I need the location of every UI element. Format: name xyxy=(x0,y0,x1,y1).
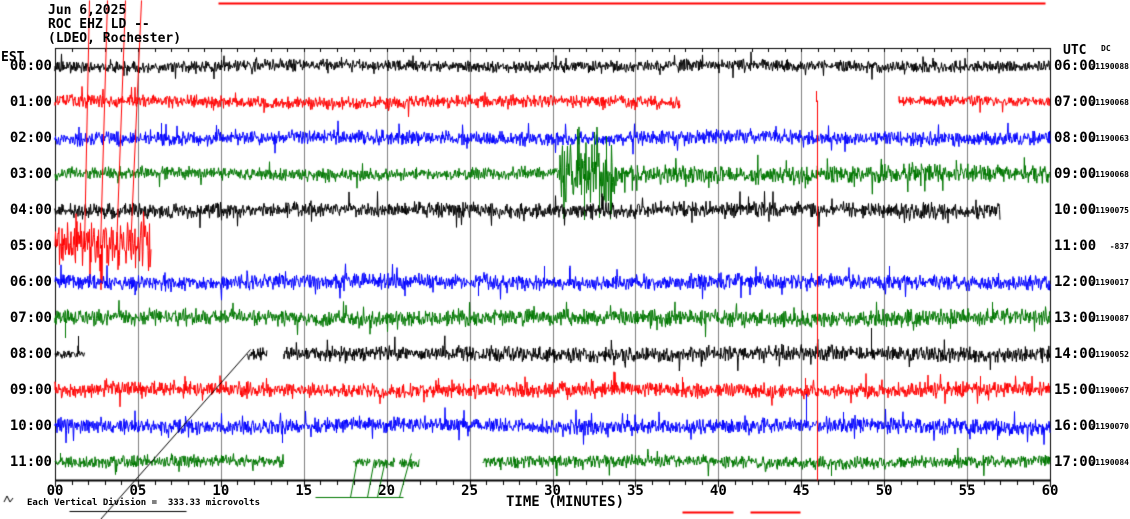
dc-value: -1190017 xyxy=(1090,278,1129,287)
est-time-label: 00:00 xyxy=(9,58,52,74)
est-time-label: 02:00 xyxy=(9,130,52,146)
utc-axis-label: UTC xyxy=(1063,43,1087,58)
x-tick-label: 10 xyxy=(212,483,230,499)
header-station: ROC EHZ LD -- xyxy=(48,17,150,32)
est-time-label: 03:00 xyxy=(9,166,52,182)
utc-time-label: 14:00 xyxy=(1054,346,1097,362)
utc-time-label: 13:00 xyxy=(1054,310,1097,326)
dc-value: -837 xyxy=(1109,242,1129,251)
header-network: (LDEO, Rochester) xyxy=(48,31,182,46)
x-tick-label: 45 xyxy=(792,483,810,499)
x-tick-label: 50 xyxy=(875,483,893,499)
dc-value: -1190070 xyxy=(1090,422,1129,431)
utc-time-label: 17:00 xyxy=(1054,454,1097,470)
dc-value: -1190087 xyxy=(1090,314,1129,323)
x-tick-label: 30 xyxy=(544,483,561,499)
dc-value: -1190063 xyxy=(1090,134,1129,143)
est-time-label: 06:00 xyxy=(9,274,52,290)
utc-time-label: 08:00 xyxy=(1054,130,1097,146)
est-time-label: 04:00 xyxy=(9,202,52,218)
utc-time-label: 15:00 xyxy=(1054,382,1097,398)
x-tick-label: 00 xyxy=(46,483,64,499)
calibration-note: Each Vertical Division = 333.33 microvol… xyxy=(27,498,260,508)
dc-value: -1190084 xyxy=(1090,458,1129,467)
x-tick-label: 15 xyxy=(295,483,313,499)
x-tick-label: 40 xyxy=(709,483,727,499)
x-tick-label: 20 xyxy=(378,483,396,499)
est-time-label: 10:00 xyxy=(9,418,52,434)
x-tick-label: 35 xyxy=(626,483,644,499)
dc-value: -1190052 xyxy=(1090,350,1129,359)
dc-value: -1190075 xyxy=(1090,206,1129,215)
utc-time-label: 10:00 xyxy=(1054,202,1097,218)
est-time-label: 01:00 xyxy=(9,94,52,110)
est-time-label: 08:00 xyxy=(9,346,52,362)
est-axis-label: EST xyxy=(1,50,25,65)
est-time-label: 09:00 xyxy=(9,382,52,398)
utc-time-label: 12:00 xyxy=(1054,274,1097,290)
dc-value: -1190088 xyxy=(1090,62,1129,71)
utc-time-label: 07:00 xyxy=(1054,94,1097,110)
header-date: Jun 6,2025 xyxy=(48,3,127,18)
x-axis-title: TIME (MINUTES) xyxy=(506,494,625,510)
x-tick-label: 25 xyxy=(461,483,478,499)
est-time-label: 05:00 xyxy=(9,238,52,254)
dc-value: -1190068 xyxy=(1090,98,1129,107)
dc-value: -1190067 xyxy=(1090,386,1129,395)
utc-time-label: 11:00 xyxy=(1054,238,1097,254)
x-tick-label: 60 xyxy=(1041,483,1059,499)
dc-value: -1190068 xyxy=(1090,170,1129,179)
x-tick-label: 05 xyxy=(129,483,147,499)
utc-time-label: 16:00 xyxy=(1054,418,1097,434)
utc-time-label: 09:00 xyxy=(1054,166,1097,182)
dc-axis-label: DC xyxy=(1101,44,1111,53)
est-time-label: 11:00 xyxy=(9,454,52,470)
est-time-label: 07:00 xyxy=(9,310,52,326)
x-tick-label: 55 xyxy=(958,483,976,499)
utc-time-label: 06:00 xyxy=(1054,58,1097,74)
